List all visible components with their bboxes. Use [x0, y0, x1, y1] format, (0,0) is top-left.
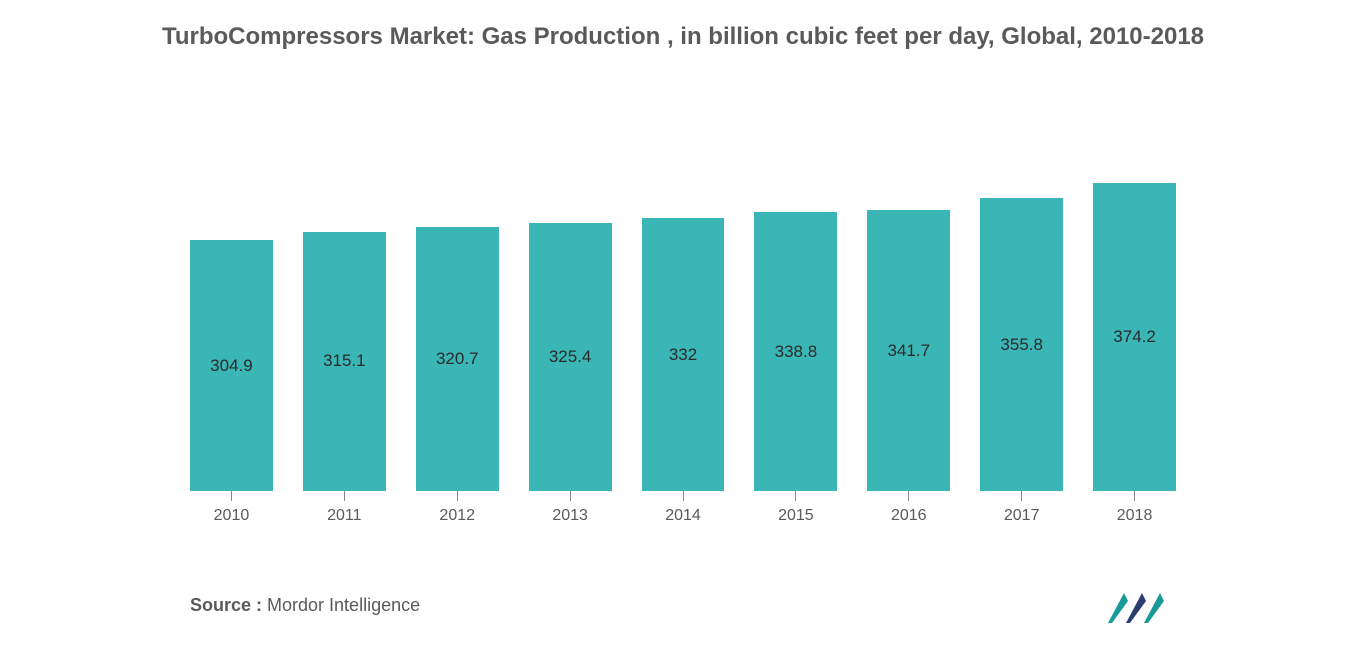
bar: 355.8: [980, 198, 1063, 491]
bar-group: 315.1 2011: [303, 232, 386, 525]
bar-group: 304.9 2010: [190, 240, 273, 525]
bar-chart-area: 304.9 2010 315.1 2011 320.7 2012 325.4 2013 332 2…: [40, 84, 1326, 535]
bar-group: 320.7 2012: [416, 227, 499, 525]
bar: 374.2: [1093, 183, 1176, 491]
x-axis-label: 2018: [1117, 507, 1153, 525]
bar-value-label: 304.9: [210, 356, 253, 376]
mordor-logo-icon: [1106, 585, 1176, 625]
bar-value-label: 355.8: [1000, 335, 1043, 355]
axis-tick: [1021, 491, 1022, 501]
x-axis-label: 2011: [327, 507, 361, 525]
source-label: Source :: [190, 595, 262, 615]
bar-value-label: 338.8: [775, 342, 818, 362]
x-axis-label: 2015: [778, 507, 814, 525]
bar: 332: [642, 218, 725, 491]
bar-value-label: 320.7: [436, 349, 479, 369]
axis-tick: [908, 491, 909, 501]
bar: 315.1: [303, 232, 386, 491]
source-attribution: Source : Mordor Intelligence: [190, 595, 420, 616]
bar: 320.7: [416, 227, 499, 491]
bar-value-label: 374.2: [1113, 327, 1156, 347]
bar-value-label: 341.7: [888, 341, 931, 361]
axis-tick: [570, 491, 571, 501]
bar-group: 355.8 2017: [980, 198, 1063, 525]
axis-tick: [795, 491, 796, 501]
bar-value-label: 332: [669, 345, 697, 365]
bar: 304.9: [190, 240, 273, 491]
x-axis-label: 2016: [891, 507, 927, 525]
chart-title: TurboCompressors Market: Gas Production …: [40, 20, 1326, 54]
bar-value-label: 325.4: [549, 347, 592, 367]
axis-tick: [1134, 491, 1135, 501]
bar: 341.7: [867, 210, 950, 491]
bar-group: 338.8 2015: [754, 212, 837, 525]
x-axis-label: 2014: [665, 507, 701, 525]
source-value: Mordor Intelligence: [262, 595, 420, 615]
bar-group: 341.7 2016: [867, 210, 950, 525]
x-axis-label: 2012: [439, 507, 475, 525]
bar: 338.8: [754, 212, 837, 491]
bar-group: 325.4 2013: [529, 223, 612, 525]
bar-group: 332 2014: [642, 218, 725, 525]
chart-container: TurboCompressors Market: Gas Production …: [0, 0, 1366, 655]
x-axis-label: 2013: [552, 507, 588, 525]
axis-tick: [683, 491, 684, 501]
axis-tick: [457, 491, 458, 501]
bar-group: 374.2 2018: [1093, 183, 1176, 525]
chart-footer: Source : Mordor Intelligence: [40, 585, 1326, 635]
bar-value-label: 315.1: [323, 351, 366, 371]
axis-tick: [344, 491, 345, 501]
axis-tick: [231, 491, 232, 501]
x-axis-label: 2010: [214, 507, 250, 525]
bar: 325.4: [529, 223, 612, 491]
x-axis-label: 2017: [1004, 507, 1040, 525]
